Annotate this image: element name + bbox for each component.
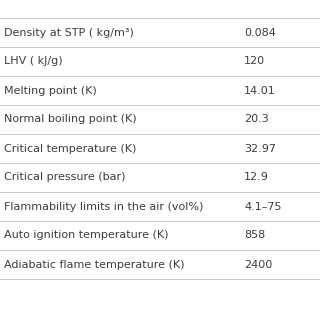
Text: 0.084: 0.084 bbox=[244, 28, 276, 37]
Text: 32.97: 32.97 bbox=[244, 143, 276, 154]
Text: 2400: 2400 bbox=[244, 260, 272, 269]
Text: 858: 858 bbox=[244, 230, 265, 241]
Text: Critical temperature (K): Critical temperature (K) bbox=[4, 143, 136, 154]
Text: 12.9: 12.9 bbox=[244, 172, 269, 182]
Text: Density at STP ( kg/m³): Density at STP ( kg/m³) bbox=[4, 28, 134, 37]
Text: Adiabatic flame temperature (K): Adiabatic flame temperature (K) bbox=[4, 260, 185, 269]
Text: 120: 120 bbox=[244, 57, 265, 67]
Text: 4.1–75: 4.1–75 bbox=[244, 202, 282, 212]
Text: 14.01: 14.01 bbox=[244, 85, 276, 95]
Text: Normal boiling point (K): Normal boiling point (K) bbox=[4, 115, 137, 124]
Text: Auto ignition temperature (K): Auto ignition temperature (K) bbox=[4, 230, 169, 241]
Text: Flammability limits in the air (vol%): Flammability limits in the air (vol%) bbox=[4, 202, 204, 212]
Text: Critical pressure (bar): Critical pressure (bar) bbox=[4, 172, 125, 182]
Text: Melting point (K): Melting point (K) bbox=[4, 85, 97, 95]
Text: LHV ( kJ/g): LHV ( kJ/g) bbox=[4, 57, 63, 67]
Text: 20.3: 20.3 bbox=[244, 115, 269, 124]
